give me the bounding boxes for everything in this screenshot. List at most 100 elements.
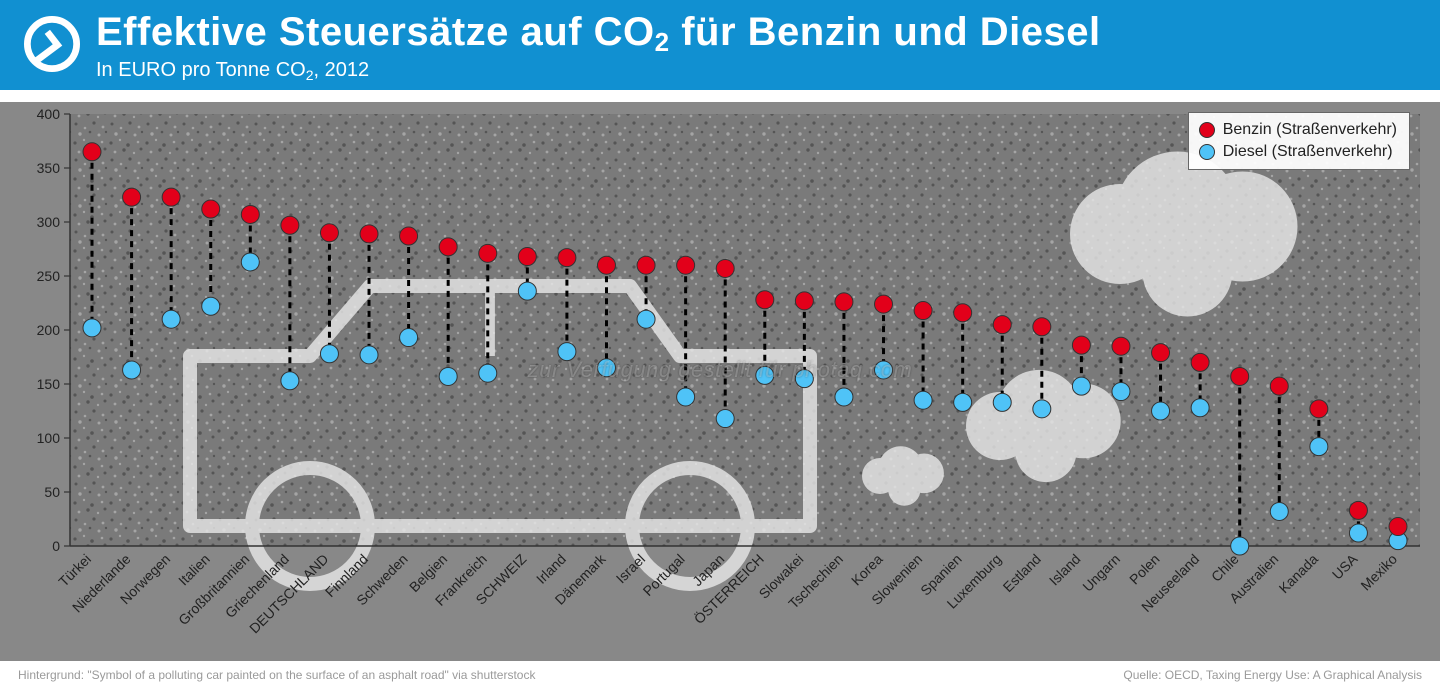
x-tick-label: Korea (848, 551, 886, 589)
legend-row-diesel: Diesel (Straßenverkehr) (1199, 141, 1397, 163)
marker-benzin (241, 205, 259, 223)
chart-frame: Effektive Steuersätze auf CO2 für Benzin… (0, 0, 1440, 689)
marker-benzin (993, 316, 1011, 334)
marker-benzin (1191, 353, 1209, 371)
x-tick-label: USA (1329, 550, 1361, 582)
marker-benzin (914, 302, 932, 320)
legend-row-benzin: Benzin (Straßenverkehr) (1199, 119, 1397, 141)
y-tick-label: 0 (52, 538, 60, 554)
marker-diesel (716, 410, 734, 428)
marker-benzin (518, 248, 536, 266)
marker-diesel (1033, 400, 1051, 418)
legend-label-benzin: Benzin (Straßenverkehr) (1223, 121, 1397, 139)
marker-benzin (1231, 367, 1249, 385)
chart-title: Effektive Steuersätze auf CO2 für Benzin… (96, 10, 1101, 55)
marker-benzin (597, 256, 615, 274)
footer: Hintergrund: "Symbol of a polluting car … (0, 661, 1440, 689)
marker-benzin (320, 224, 338, 242)
legend-label-diesel: Diesel (Straßenverkehr) (1223, 143, 1393, 161)
marker-diesel (123, 361, 141, 379)
x-tick-label: Mexiko (1357, 551, 1400, 594)
marker-benzin (162, 188, 180, 206)
marker-diesel (202, 297, 220, 315)
y-tick-label: 100 (37, 430, 61, 446)
marker-diesel (479, 364, 497, 382)
marker-diesel (835, 388, 853, 406)
marker-benzin (716, 259, 734, 277)
legend: Benzin (Straßenverkehr) Diesel (Straßenv… (1188, 112, 1410, 170)
marker-diesel (360, 346, 378, 364)
marker-diesel (400, 329, 418, 347)
marker-diesel (756, 366, 774, 384)
marker-diesel (1270, 502, 1288, 520)
marker-diesel (875, 361, 893, 379)
x-tick-label: Italien (175, 551, 213, 589)
footer-left: Hintergrund: "Symbol of a polluting car … (18, 668, 535, 682)
marker-benzin (439, 238, 457, 256)
marker-diesel (954, 393, 972, 411)
legend-marker-benzin (1199, 122, 1215, 138)
y-tick-label: 150 (37, 376, 61, 392)
marker-benzin (875, 295, 893, 313)
marker-diesel (241, 253, 259, 271)
marker-diesel (993, 393, 1011, 411)
marker-diesel (320, 345, 338, 363)
marker-diesel (518, 282, 536, 300)
marker-benzin (637, 256, 655, 274)
x-tick-label: Polen (1126, 551, 1163, 588)
marker-diesel (637, 310, 655, 328)
marker-diesel (1152, 402, 1170, 420)
marker-diesel (597, 359, 615, 377)
marker-benzin (1389, 518, 1407, 536)
marker-benzin (1310, 400, 1328, 418)
marker-benzin (281, 216, 299, 234)
marker-diesel (914, 391, 932, 409)
plot-area: 050100150200250300350400TürkeiNiederland… (0, 102, 1440, 661)
marker-benzin (360, 225, 378, 243)
marker-benzin (479, 244, 497, 262)
legend-marker-diesel (1199, 144, 1215, 160)
oecd-logo (24, 16, 80, 72)
header: Effektive Steuersätze auf CO2 für Benzin… (0, 0, 1440, 90)
y-tick-label: 50 (44, 484, 60, 500)
footer-right: Quelle: OECD, Taxing Energy Use: A Graph… (1123, 668, 1422, 682)
y-tick-label: 300 (37, 214, 61, 230)
marker-diesel (795, 370, 813, 388)
x-tick-label: Island (1046, 551, 1084, 589)
marker-benzin (795, 292, 813, 310)
y-tick-label: 200 (37, 322, 61, 338)
marker-benzin (677, 256, 695, 274)
marker-benzin (123, 188, 141, 206)
y-tick-label: 400 (37, 106, 61, 122)
marker-diesel (162, 310, 180, 328)
marker-diesel (558, 343, 576, 361)
marker-benzin (1033, 318, 1051, 336)
marker-benzin (1112, 337, 1130, 355)
marker-diesel (1310, 438, 1328, 456)
x-tick-label: Ungarn (1079, 551, 1123, 595)
y-tick-label: 250 (37, 268, 61, 284)
marker-benzin (202, 200, 220, 218)
marker-diesel (1072, 377, 1090, 395)
marker-diesel (1112, 383, 1130, 401)
marker-benzin (558, 249, 576, 267)
marker-diesel (83, 319, 101, 337)
marker-benzin (756, 291, 774, 309)
marker-diesel (1349, 524, 1367, 542)
x-tick-label: Chile (1208, 551, 1242, 585)
chart-subtitle: In EURO pro Tonne CO2, 2012 (96, 59, 1101, 82)
marker-benzin (1072, 336, 1090, 354)
x-tick-label: Irland (533, 551, 569, 587)
plot-svg: 050100150200250300350400TürkeiNiederland… (0, 102, 1440, 661)
marker-diesel (439, 367, 457, 385)
marker-benzin (1349, 501, 1367, 519)
marker-benzin (954, 304, 972, 322)
marker-benzin (400, 227, 418, 245)
title-block: Effektive Steuersätze auf CO2 für Benzin… (96, 10, 1101, 82)
marker-benzin (835, 293, 853, 311)
x-tick-label: Estland (1000, 551, 1044, 595)
marker-benzin (1152, 344, 1170, 362)
marker-benzin (83, 143, 101, 161)
x-tick-label: Kanada (1276, 551, 1322, 597)
marker-diesel (1231, 537, 1249, 555)
